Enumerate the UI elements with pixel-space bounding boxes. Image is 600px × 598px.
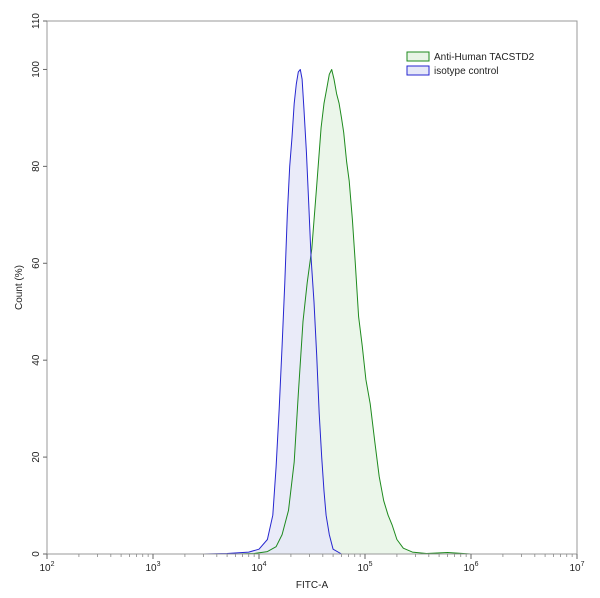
series-line-anti-human-tacstd2 bbox=[203, 69, 472, 555]
legend-swatch-anti-human-tacstd2 bbox=[406, 51, 430, 62]
legend-label-isotype-control: isotype control bbox=[434, 66, 498, 77]
series-line-isotype-control bbox=[203, 69, 342, 555]
y-tick-label: 110 bbox=[31, 13, 42, 29]
y-tick-label: 60 bbox=[31, 257, 42, 269]
y-tick-label: 80 bbox=[31, 160, 42, 172]
plot-area bbox=[46, 20, 578, 555]
x-tick-label: 105 bbox=[357, 561, 372, 574]
x-tick-label: 104 bbox=[251, 561, 266, 574]
x-tick-label: 102 bbox=[39, 561, 54, 574]
y-tick-label: 100 bbox=[31, 61, 42, 78]
x-tick-label: 106 bbox=[463, 561, 478, 574]
x-tick-label: 107 bbox=[569, 561, 584, 574]
legend: Anti-Human TACSTD2 isotype control bbox=[406, 51, 535, 77]
legend-label-anti-human-tacstd2: Anti-Human TACSTD2 bbox=[434, 52, 535, 63]
legend-swatch-isotype-control bbox=[406, 65, 430, 76]
y-tick-label: 0 bbox=[31, 551, 42, 557]
x-tick-label: 103 bbox=[145, 561, 160, 574]
y-tick-label: 40 bbox=[31, 354, 42, 366]
y-tick-label: 20 bbox=[31, 451, 42, 463]
y-axis-title: Count (%) bbox=[14, 265, 25, 310]
series-fill-anti-human-tacstd2 bbox=[203, 69, 471, 554]
series-fill-isotype-control bbox=[203, 69, 342, 554]
x-axis-title: FITC-A bbox=[296, 580, 329, 591]
